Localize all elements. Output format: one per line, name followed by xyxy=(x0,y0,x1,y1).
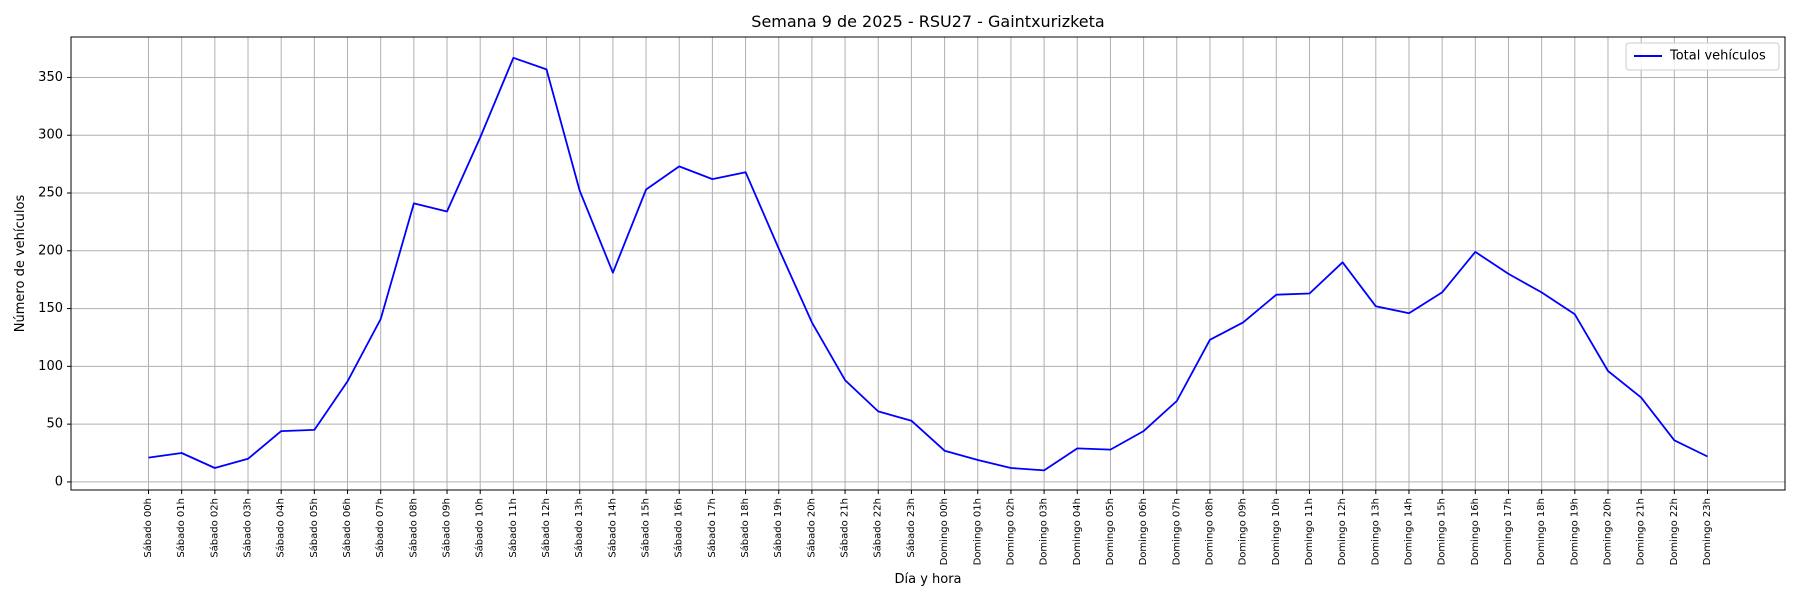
x-tick-label: Domingo 16h xyxy=(1470,498,1481,565)
x-tick-label: Domingo 15h xyxy=(1437,498,1448,565)
x-tick-label: Domingo 20h xyxy=(1602,498,1613,565)
y-axis-ticks: 0 50 100 150 200 250 300 350 xyxy=(38,70,71,489)
x-tick-label: Sábado 14h xyxy=(606,498,618,558)
x-tick-label: Domingo 19h xyxy=(1569,498,1580,565)
x-tick-label: Sábado 23h xyxy=(905,498,917,558)
x-tick-label: Sábado 02h xyxy=(208,498,220,558)
x-tick-label: Domingo 00h xyxy=(939,498,950,565)
y-tick-label: 300 xyxy=(38,128,63,143)
x-tick-label: Sábado 05h xyxy=(308,498,320,558)
x-tick-label: Sábado 15h xyxy=(640,498,652,558)
x-tick-label: Sábado 09h xyxy=(441,498,453,558)
series-lines xyxy=(148,56,1708,472)
legend: Total vehículos xyxy=(1625,42,1780,71)
x-tick-label: Domingo 07h xyxy=(1171,498,1182,565)
x-tick-label: Domingo 03h xyxy=(1039,498,1050,565)
y-tick-label: 50 xyxy=(46,417,63,432)
x-tick-label: Domingo 18h xyxy=(1536,498,1547,565)
legend-label-total-vehiculos: Total vehículos xyxy=(1669,49,1766,64)
x-tick-label: Sábado 22h xyxy=(872,498,884,558)
y-tick-label: 200 xyxy=(38,243,63,258)
x-tick-label: Sábado 16h xyxy=(673,498,685,558)
series-line-total-vehiculos xyxy=(148,56,1708,472)
x-tick-label: Domingo 06h xyxy=(1138,498,1149,565)
x-tick-label: Sábado 13h xyxy=(573,498,585,558)
x-tick-label: Sábado 19h xyxy=(772,498,784,558)
x-tick-label: Domingo 05h xyxy=(1105,498,1116,565)
x-tick-label: Sábado 08h xyxy=(407,498,419,558)
y-tick-label: 100 xyxy=(38,359,63,374)
plot-frame xyxy=(70,36,1786,491)
x-tick-label: Domingo 13h xyxy=(1370,498,1381,565)
x-tick-label: Domingo 10h xyxy=(1271,498,1282,565)
x-tick-label: Sábado 03h xyxy=(242,498,254,558)
x-tick-label: Sábado 20h xyxy=(805,498,817,558)
x-axis-ticks: Sábado 00h Sábado 01h Sábado 02h Sábado 03h… xyxy=(142,490,1713,565)
x-tick-label: Domingo 09h xyxy=(1238,498,1249,565)
x-tick-label: Sábado 01h xyxy=(175,498,187,558)
x-tick-label: Sábado 04h xyxy=(275,498,287,558)
x-tick-label: Domingo 01h xyxy=(972,498,983,565)
y-axis-label: Número de vehículos xyxy=(13,195,28,333)
x-tick-label: Domingo 22h xyxy=(1669,498,1680,565)
x-tick-label: Sábado 11h xyxy=(507,498,519,558)
y-tick-label: 150 xyxy=(38,301,63,316)
x-tick-label: Sábado 18h xyxy=(739,498,751,558)
x-tick-label: Sábado 00h xyxy=(142,498,154,558)
x-tick-label: Sábado 21h xyxy=(839,498,851,558)
chart-title: Semana 9 de 2025 - RSU27 - Gaintxurizket… xyxy=(751,12,1104,31)
y-tick-label: 0 xyxy=(55,474,63,489)
x-tick-label: Domingo 02h xyxy=(1005,498,1016,565)
x-tick-label: Sábado 17h xyxy=(706,498,718,558)
x-tick-label: Domingo 21h xyxy=(1636,498,1647,565)
y-tick-label: 350 xyxy=(38,70,63,85)
y-tick-label: 250 xyxy=(38,186,63,201)
x-axis-label: Día y hora xyxy=(894,572,961,587)
legend-box xyxy=(1625,42,1780,71)
x-tick-label: Domingo 23h xyxy=(1702,498,1713,565)
x-tick-label: Sábado 12h xyxy=(540,498,552,558)
x-tick-label: Domingo 17h xyxy=(1503,498,1514,565)
x-tick-label: Sábado 06h xyxy=(341,498,353,558)
x-tick-label: Sábado 10h xyxy=(474,498,486,558)
x-tick-label: Domingo 14h xyxy=(1403,498,1414,565)
grid-lines xyxy=(71,37,1785,490)
x-tick-label: Domingo 12h xyxy=(1337,498,1348,565)
x-tick-label: Sábado 07h xyxy=(374,498,386,558)
x-tick-label: Domingo 08h xyxy=(1204,498,1215,565)
x-tick-label: Domingo 11h xyxy=(1304,498,1315,565)
x-tick-label: Domingo 04h xyxy=(1072,498,1083,565)
